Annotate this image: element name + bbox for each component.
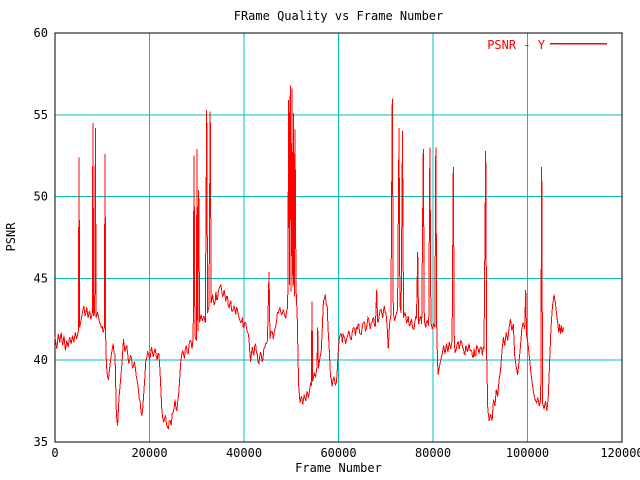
legend-entry-label: PSNR - Y xyxy=(487,38,545,52)
y-axis-label: PSNR xyxy=(4,222,18,252)
x-axis-label: Frame Number xyxy=(295,461,382,475)
y-tick-label: 55 xyxy=(34,108,48,122)
x-tick-label: 20000 xyxy=(131,446,167,460)
x-tick-label: 0 xyxy=(51,446,58,460)
y-tick-label: 60 xyxy=(34,26,48,40)
y-tick-label: 35 xyxy=(34,435,48,449)
y-tick-label: 45 xyxy=(34,271,48,285)
x-tick-label: 40000 xyxy=(226,446,262,460)
chart-title: FRame Quality vs Frame Number xyxy=(233,9,444,23)
x-tick-label: 80000 xyxy=(415,446,451,460)
x-tick-label: 120000 xyxy=(600,446,640,460)
x-tick-label: 100000 xyxy=(506,446,549,460)
y-tick-label: 40 xyxy=(34,353,48,367)
series-psnr-y-line xyxy=(54,85,565,430)
plot-border xyxy=(54,32,623,443)
y-tick-label: 50 xyxy=(34,190,48,204)
x-tick-label: 60000 xyxy=(320,446,356,460)
